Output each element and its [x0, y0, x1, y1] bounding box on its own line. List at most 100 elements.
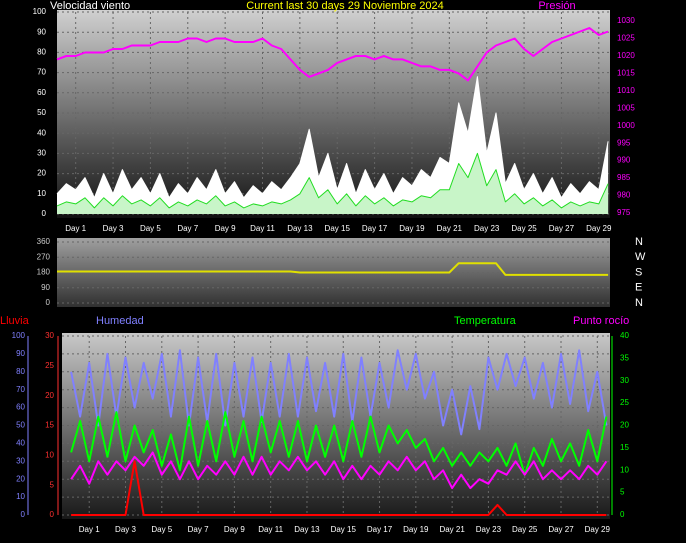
x-tick-label: Day 13: [287, 224, 313, 233]
y-tick-label: 90: [41, 283, 50, 292]
x-tick-label: Day 21: [439, 525, 465, 534]
x-tick-label: Day 29: [585, 525, 611, 534]
x-tick-label: Day 17: [367, 525, 393, 534]
series-line: [56, 27, 609, 82]
y-tick-label: 0: [21, 510, 26, 519]
y2-tick-label: 985: [617, 173, 631, 182]
y-tick-label: 0: [42, 209, 47, 218]
series-line: [56, 76, 609, 199]
y2-tick-label: 975: [617, 208, 631, 217]
x-tick-label: Day 19: [399, 224, 425, 233]
y2-tick-label: 0: [620, 510, 625, 519]
y-tick-label: 60: [16, 403, 25, 412]
series-line: [70, 411, 608, 476]
y3-tick-label: 25: [45, 361, 54, 370]
y-tick-label: 10: [37, 189, 46, 198]
legend-label: Humedad: [96, 315, 144, 327]
x-tick-label: Day 7: [177, 224, 198, 233]
y3-tick-label: 15: [45, 421, 54, 430]
y2-tick-label: 5: [620, 488, 625, 497]
y2-tick-label: W: [635, 251, 646, 263]
y-tick-label: 360: [37, 237, 51, 246]
x-tick-label: Day 15: [331, 525, 357, 534]
y2-tick-label: 995: [617, 138, 631, 147]
x-tick-label: Day 11: [250, 224, 275, 233]
y2-tick-label: 1000: [617, 121, 635, 130]
y2-tick-label: 1025: [617, 34, 635, 43]
x-tick-label: Day 3: [103, 224, 124, 233]
y3-tick-label: 5: [50, 480, 55, 489]
y2-tick-label: 1030: [617, 16, 635, 25]
y2-tick-label: 15: [620, 443, 629, 452]
x-tick-label: Day 1: [65, 224, 86, 233]
x-tick-label: Day 15: [325, 224, 351, 233]
y-tick-label: 80: [37, 48, 46, 57]
y2-tick-label: 1020: [617, 51, 635, 60]
x-tick-label: Day 27: [548, 525, 574, 534]
x-tick-label: Day 1: [79, 525, 100, 534]
y-tick-label: 90: [37, 27, 46, 36]
y-tick-label: 40: [37, 128, 46, 137]
y-tick-label: 30: [37, 149, 46, 158]
y3-tick-label: 10: [45, 450, 54, 459]
y2-tick-label: 35: [620, 353, 629, 362]
y-tick-label: 10: [16, 492, 25, 501]
y-tick-label: 270: [37, 252, 51, 261]
y2-tick-label: 1010: [617, 86, 635, 95]
y2-tick-label: 1015: [617, 69, 635, 78]
y-tick-label: 100: [12, 331, 26, 340]
legend-label: Presión: [538, 0, 575, 12]
y3-tick-label: 20: [45, 391, 54, 400]
y2-tick-label: 10: [620, 465, 629, 474]
y-tick-label: 40: [16, 439, 25, 448]
y2-tick-label: 1005: [617, 103, 635, 112]
y2-tick-label: N: [635, 297, 643, 309]
series-line: [70, 451, 608, 490]
x-tick-label: Day 17: [362, 224, 388, 233]
axis-title: Velocidad viento: [50, 0, 130, 12]
y2-tick-label: 40: [620, 331, 629, 340]
x-tick-label: Day 19: [403, 525, 429, 534]
y2-tick-label: E: [635, 282, 642, 294]
x-tick-label: Day 11: [258, 525, 283, 534]
x-tick-label: Day 25: [512, 525, 538, 534]
y3-tick-label: 0: [50, 510, 55, 519]
chart-title: Current last 30 days 29 Noviembre 2024: [246, 0, 444, 12]
x-tick-label: Day 9: [224, 525, 245, 534]
y-tick-label: 80: [16, 367, 25, 376]
x-tick-label: Day 7: [188, 525, 209, 534]
y-tick-label: 90: [16, 349, 25, 358]
y-tick-label: 100: [33, 7, 47, 16]
y-tick-label: 70: [16, 385, 25, 394]
y-tick-label: 50: [37, 108, 46, 117]
x-tick-label: Day 29: [586, 224, 612, 233]
y3-tick-label: 30: [45, 331, 54, 340]
y-tick-label: 70: [37, 68, 46, 77]
legend-label: Punto rocío: [573, 315, 629, 327]
y2-tick-label: S: [635, 266, 642, 278]
x-tick-label: Day 23: [474, 224, 500, 233]
series-line: [57, 262, 609, 276]
legend-label: Temperatura: [454, 315, 517, 327]
series-line: [71, 460, 607, 516]
legend-label: Lluvia: [0, 315, 30, 327]
y2-tick-label: 990: [617, 156, 631, 165]
x-tick-label: Day 13: [294, 525, 320, 534]
x-tick-label: Day 3: [115, 525, 136, 534]
area: [57, 153, 609, 214]
y-tick-label: 0: [46, 298, 51, 307]
y2-tick-label: 980: [617, 191, 631, 200]
y2-tick-label: 30: [620, 376, 629, 385]
x-tick-label: Day 27: [549, 224, 575, 233]
x-tick-label: Day 5: [140, 224, 161, 233]
y2-tick-label: 25: [620, 398, 629, 407]
x-tick-label: Day 5: [151, 525, 172, 534]
y-tick-label: 20: [37, 169, 46, 178]
series-line: [70, 349, 608, 436]
y-tick-label: 30: [16, 456, 25, 465]
x-tick-label: Day 23: [476, 525, 502, 534]
x-tick-label: Day 21: [437, 224, 463, 233]
x-tick-label: Day 9: [215, 224, 236, 233]
series-line: [56, 152, 609, 209]
